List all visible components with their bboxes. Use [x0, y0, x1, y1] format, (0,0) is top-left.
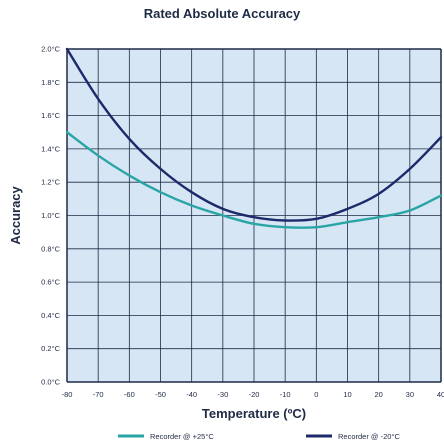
x-tick-label: -40 — [186, 390, 197, 399]
x-tick-label: -80 — [62, 390, 73, 399]
x-tick-labels: -80 -70 -60 -50 -40 -30 -20 -10 0 10 20 30 40 — [62, 390, 444, 399]
y-tick-label: 0.8°C — [41, 244, 60, 253]
y-tick-label: 0.4°C — [41, 311, 60, 320]
x-tick-label: 40 — [437, 390, 444, 399]
legend-label-1: Recorder @ +25°C — [150, 432, 214, 441]
x-tick-label: 20 — [374, 390, 382, 399]
x-axis-title: Temperature (ºC) — [202, 406, 306, 421]
x-tick-label: 10 — [343, 390, 351, 399]
x-tick-label: -60 — [124, 390, 135, 399]
x-tick-label: -70 — [93, 390, 104, 399]
y-tick-label: 1.6°C — [41, 111, 60, 120]
x-tick-label: -20 — [249, 390, 260, 399]
y-tick-label: 1.0°C — [41, 211, 60, 220]
series-line-1 — [65, 131, 443, 229]
y-tick-label: 0.0°C — [41, 378, 60, 387]
y-tick-label: 1.8°C — [41, 78, 60, 87]
y-tick-label: 1.4°C — [41, 144, 60, 153]
series-lines — [65, 47, 443, 229]
y-tick-labels: 0.0°C 0.2°C 0.4°C 0.6°C 0.8°C 1.0°C 1.2°C 1.4°C… — [41, 45, 60, 387]
y-tick-label: 0.6°C — [41, 278, 60, 287]
chart-title: Rated Absolute Accuracy — [143, 6, 301, 21]
y-tick-label: 2.0°C — [41, 45, 60, 54]
y-axis-title: Accuracy — [8, 185, 23, 244]
y-tick-label: 0.2°C — [41, 344, 60, 353]
grid-lines — [66, 48, 442, 383]
x-tick-label: 30 — [406, 390, 414, 399]
x-tick-label: -10 — [280, 390, 291, 399]
series-line-2 — [65, 47, 443, 222]
x-tick-label: -50 — [155, 390, 166, 399]
x-tick-label: 0 — [314, 390, 318, 399]
x-tick-label: -30 — [217, 390, 228, 399]
y-tick-label: 1.2°C — [41, 178, 60, 187]
legend: Recorder @ +25°C Recorder @ -20°C — [118, 432, 400, 441]
legend-label-2: Recorder @ -20°C — [338, 432, 400, 441]
